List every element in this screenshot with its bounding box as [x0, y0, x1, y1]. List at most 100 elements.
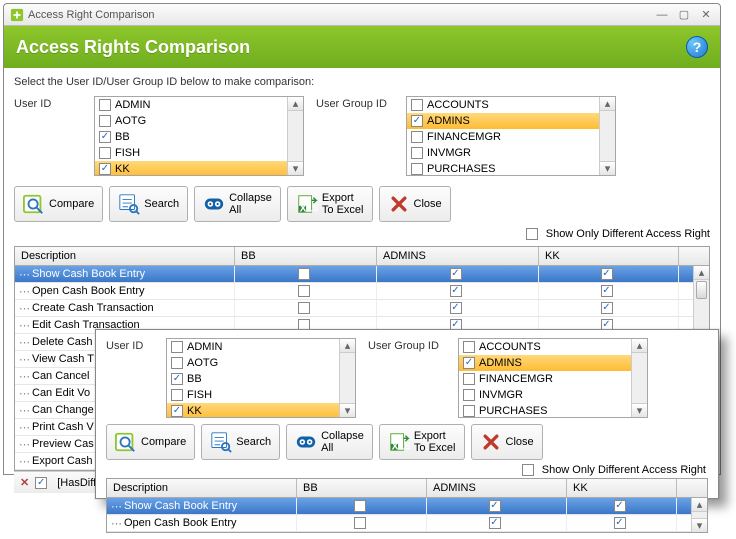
list-item[interactable]: AOTG	[167, 355, 339, 371]
checkbox-icon[interactable]	[99, 99, 111, 111]
checkbox-icon[interactable]	[99, 163, 111, 175]
list-item[interactable]: AOTG	[95, 113, 287, 129]
col-kk[interactable]: KK	[567, 479, 677, 497]
col-admins[interactable]: ADMINS	[377, 247, 539, 265]
filter-checkbox[interactable]	[35, 477, 47, 489]
col-kk[interactable]: KK	[539, 247, 679, 265]
list-item[interactable]: FISH	[95, 145, 287, 161]
user-id-listbox[interactable]: ADMINAOTGBBFISHKK ▴ ▾	[94, 96, 304, 176]
scroll-up-icon[interactable]: ▴	[600, 97, 615, 111]
list-item[interactable]: ADMINS	[459, 355, 631, 371]
minimize-button[interactable]: —	[652, 8, 672, 22]
checkbox-icon[interactable]	[99, 115, 111, 127]
checkbox-icon[interactable]	[411, 163, 423, 175]
checkbox-icon[interactable]	[99, 147, 111, 159]
cell-checkbox[interactable]	[377, 283, 539, 299]
scroll-down-icon[interactable]: ▾	[632, 403, 647, 417]
col-bb[interactable]: BB	[235, 247, 377, 265]
checkbox-icon[interactable]	[411, 131, 423, 143]
list-item[interactable]: KK	[95, 161, 287, 175]
cell-checkbox[interactable]	[377, 300, 539, 316]
table-row[interactable]: ⋯Create Cash Transaction	[15, 300, 709, 317]
scroll-up-icon[interactable]: ▴	[340, 339, 355, 353]
cell-checkbox[interactable]	[377, 266, 539, 282]
checkbox-icon[interactable]	[411, 147, 423, 159]
scrollbar[interactable]: ▴ ▾	[599, 97, 615, 175]
list-item[interactable]: BB	[167, 371, 339, 387]
cell-checkbox[interactable]	[427, 515, 567, 531]
grid-scrollbar[interactable]: ▴ ▾	[691, 498, 707, 532]
collapse-all-button[interactable]: Collapse All	[286, 424, 373, 460]
cell-checkbox[interactable]	[539, 300, 679, 316]
checkbox-icon[interactable]	[171, 373, 183, 385]
list-item[interactable]: INVMGR	[407, 145, 599, 161]
list-item[interactable]: ADMIN	[167, 339, 339, 355]
list-item[interactable]: ADMIN	[95, 97, 287, 113]
scroll-up-icon[interactable]: ▴	[288, 97, 303, 111]
table-row[interactable]: ⋯Show Cash Book Entry	[15, 266, 709, 283]
help-icon[interactable]: ?	[686, 36, 708, 58]
export-excel-button[interactable]: XLS Export To Excel	[379, 424, 465, 460]
cell-checkbox[interactable]	[235, 266, 377, 282]
checkbox-icon[interactable]	[463, 389, 475, 401]
checkbox-icon[interactable]	[463, 341, 475, 353]
checkbox-icon[interactable]	[171, 405, 183, 417]
col-bb[interactable]: BB	[297, 479, 427, 497]
cell-checkbox[interactable]	[567, 515, 677, 531]
cell-checkbox[interactable]	[297, 498, 427, 514]
scroll-down-icon[interactable]: ▾	[340, 403, 355, 417]
list-item[interactable]: PURCHASES	[459, 403, 631, 417]
user-group-id-listbox[interactable]: ACCOUNTSADMINSFINANCEMGRINVMGRPURCHASES …	[406, 96, 616, 176]
col-description[interactable]: Description	[107, 479, 297, 497]
cell-checkbox[interactable]	[539, 266, 679, 282]
show-only-different-checkbox[interactable]: Show Only Different Access Right	[526, 228, 710, 240]
checkbox-icon[interactable]	[411, 99, 423, 111]
close-button[interactable]: Close	[471, 424, 543, 460]
cell-checkbox[interactable]	[567, 498, 677, 514]
list-item[interactable]: FISH	[167, 387, 339, 403]
overlay-show-only-checkbox[interactable]: Show Only Different Access Right	[106, 464, 706, 476]
filter-clear-icon[interactable]: ✕	[20, 476, 29, 489]
checkbox-icon[interactable]	[171, 389, 183, 401]
overlay-user-group-listbox[interactable]: ACCOUNTSADMINSFINANCEMGRINVMGRPURCHASES …	[458, 338, 648, 418]
scroll-thumb[interactable]	[696, 281, 707, 299]
checkbox-icon[interactable]	[411, 115, 423, 127]
scroll-down-icon[interactable]: ▾	[288, 161, 303, 175]
table-row[interactable]: ⋯Open Cash Book Entry	[15, 283, 709, 300]
list-item[interactable]: BB	[95, 129, 287, 145]
scrollbar[interactable]: ▴ ▾	[631, 339, 647, 417]
search-button[interactable]: Search	[109, 186, 188, 222]
list-item[interactable]: FINANCEMGR	[407, 129, 599, 145]
cell-checkbox[interactable]	[297, 515, 427, 531]
collapse-all-button[interactable]: Collapse All	[194, 186, 281, 222]
col-description[interactable]: Description	[15, 247, 235, 265]
table-row[interactable]: ⋯Open Cash Book Entry	[107, 515, 707, 532]
overlay-user-id-listbox[interactable]: ADMINAOTGBBFISHKK ▴ ▾	[166, 338, 356, 418]
close-button[interactable]: Close	[379, 186, 451, 222]
compare-button[interactable]: Compare	[14, 186, 103, 222]
scrollbar[interactable]: ▴ ▾	[339, 339, 355, 417]
list-item[interactable]: FINANCEMGR	[459, 371, 631, 387]
list-item[interactable]: ADMINS	[407, 113, 599, 129]
compare-button[interactable]: Compare	[106, 424, 195, 460]
scroll-up-icon[interactable]: ▴	[692, 498, 707, 512]
scroll-up-icon[interactable]: ▴	[632, 339, 647, 353]
list-item[interactable]: ACCOUNTS	[459, 339, 631, 355]
search-button[interactable]: Search	[201, 424, 280, 460]
scrollbar[interactable]: ▴ ▾	[287, 97, 303, 175]
table-row[interactable]: ⋯Show Cash Book Entry	[107, 498, 707, 515]
scroll-up-icon[interactable]: ▴	[694, 266, 709, 280]
checkbox-icon[interactable]	[171, 341, 183, 353]
cell-checkbox[interactable]	[235, 300, 377, 316]
cell-checkbox[interactable]	[427, 498, 567, 514]
list-item[interactable]: PURCHASES	[407, 161, 599, 175]
col-admins[interactable]: ADMINS	[427, 479, 567, 497]
checkbox-icon[interactable]	[463, 405, 475, 417]
scroll-down-icon[interactable]: ▾	[600, 161, 615, 175]
list-item[interactable]: KK	[167, 403, 339, 417]
checkbox-icon[interactable]	[463, 357, 475, 369]
list-item[interactable]: INVMGR	[459, 387, 631, 403]
list-item[interactable]: ACCOUNTS	[407, 97, 599, 113]
checkbox-icon[interactable]	[99, 131, 111, 143]
export-excel-button[interactable]: XLS Export To Excel	[287, 186, 373, 222]
